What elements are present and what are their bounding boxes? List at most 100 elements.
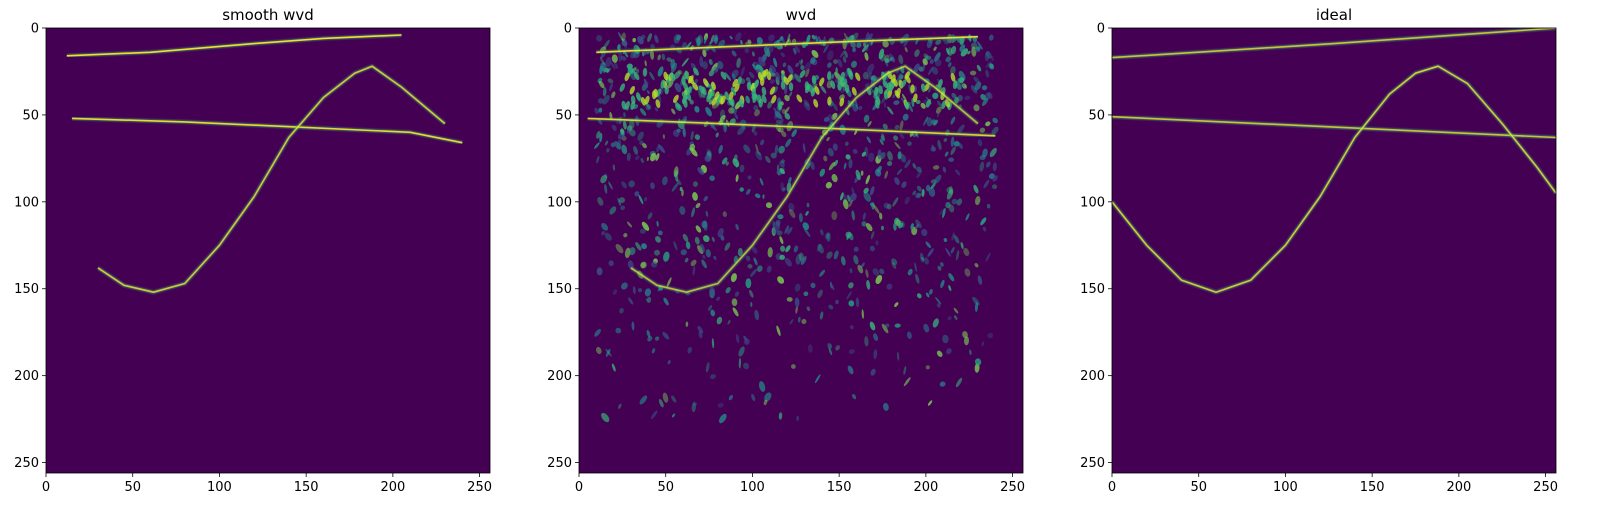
interference-blob [657, 230, 663, 236]
cross-term-blob [738, 98, 744, 108]
interference-blob [762, 194, 765, 199]
interference-blob [819, 168, 826, 177]
interference-blob [901, 93, 907, 102]
interference-blob [950, 246, 955, 254]
interference-blob [755, 150, 763, 161]
interference-blob [936, 350, 943, 357]
interference-blob [830, 283, 835, 291]
interference-blob [969, 70, 977, 76]
interference-blob [735, 174, 739, 182]
interference-blob [769, 79, 775, 84]
interference-blob [865, 269, 869, 278]
sinusoid-line [97, 65, 446, 293]
interference-blob [817, 289, 823, 299]
cross-term-blob [910, 84, 915, 94]
interference-blob [899, 133, 905, 139]
interference-blob [740, 66, 745, 77]
interference-blob [644, 288, 652, 297]
interference-blob [863, 42, 866, 48]
interference-blob [887, 160, 893, 167]
interference-blob [954, 96, 959, 104]
interference-blob [811, 34, 816, 40]
interference-blob [849, 193, 857, 202]
interference-blob [883, 402, 889, 411]
cross-term-blob [732, 78, 739, 88]
interference-blob [794, 297, 800, 308]
interference-blob [837, 58, 843, 68]
interference-blob [601, 222, 609, 231]
interference-blob [617, 197, 622, 206]
interference-blob [827, 62, 832, 68]
interference-blob [772, 224, 781, 234]
interference-blob [852, 393, 857, 400]
interference-blob [796, 415, 799, 422]
interference-blob [855, 169, 861, 181]
interference-blob [662, 392, 669, 403]
interference-blob [820, 229, 824, 236]
y-tick-label: 50 [1088, 108, 1105, 123]
interference-blob [655, 236, 661, 243]
interference-blob [747, 264, 753, 269]
cross-term-blob [683, 82, 689, 91]
interference-blob [605, 56, 612, 68]
interference-blob [621, 144, 628, 155]
interference-blob [893, 100, 900, 105]
interference-blob [689, 99, 694, 105]
interference-blob [988, 34, 994, 41]
interference-blob [604, 232, 612, 241]
interference-blob [915, 273, 920, 284]
interference-blob [950, 45, 957, 55]
interference-blob [806, 202, 810, 208]
interference-blob [918, 66, 924, 72]
interference-blob [962, 331, 968, 339]
interference-blob [896, 351, 900, 361]
interference-blob [779, 236, 784, 245]
interference-blob [839, 49, 846, 58]
interference-blob [883, 101, 887, 109]
interference-blob [894, 177, 900, 185]
interference-blob [594, 142, 600, 149]
interference-blob [745, 77, 751, 82]
cross-term-blob [624, 72, 630, 82]
interference-blob [680, 249, 687, 256]
y-tick-label: 150 [1080, 282, 1105, 297]
interference-blob [805, 211, 809, 216]
interference-blob [928, 288, 933, 295]
interference-blob [804, 61, 811, 72]
interference-blob [600, 174, 608, 184]
interference-blob [654, 34, 659, 44]
interference-blob [601, 231, 606, 236]
interference-blob [947, 316, 952, 321]
interference-blob [848, 158, 853, 169]
panel-title: ideal [1316, 6, 1352, 24]
interference-blob [623, 233, 628, 238]
interference-blob [894, 124, 900, 130]
interference-blob [731, 69, 739, 78]
cross-term-blob [796, 94, 803, 103]
cross-term-blob [746, 81, 752, 91]
x-tick-label: 50 [124, 480, 141, 495]
interference-blob [963, 247, 970, 257]
y-tick-label: 250 [547, 456, 572, 471]
interference-blob [791, 129, 797, 137]
interference-blob [732, 307, 739, 317]
interference-blob [702, 49, 707, 58]
interference-blob [741, 125, 746, 130]
interference-blob [623, 120, 627, 130]
cross-term-blob [810, 87, 816, 97]
interference-blob [701, 220, 708, 229]
interference-blob [781, 187, 786, 192]
cross-term-blob [813, 98, 819, 108]
cross-term-blob [891, 74, 896, 84]
interference-blob [835, 345, 840, 351]
interference-blob [913, 63, 920, 73]
interference-blob [685, 321, 689, 327]
interference-blob [889, 57, 893, 62]
cross-term-blob [651, 90, 657, 100]
interference-blob [805, 162, 811, 170]
interference-blob [637, 36, 644, 45]
interference-blob [737, 125, 746, 135]
interference-blob [972, 296, 980, 306]
